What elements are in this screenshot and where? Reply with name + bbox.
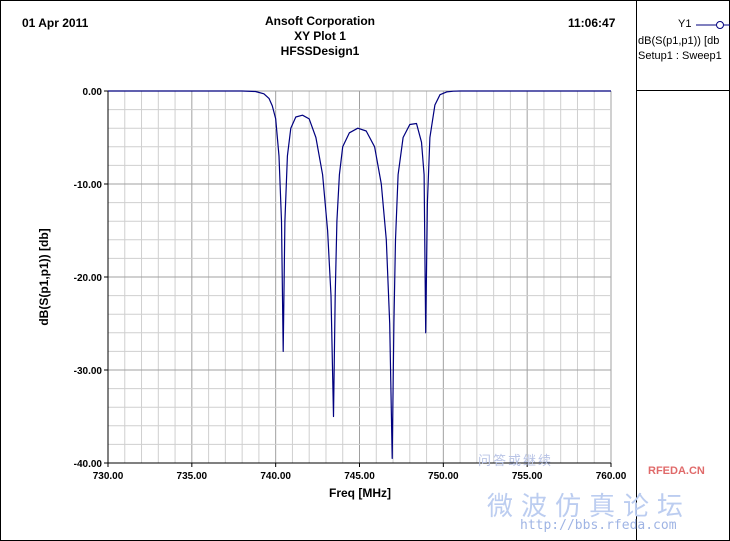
x-tick-label: 750.00 [428,471,459,482]
x-tick-label: 745.00 [344,471,375,482]
plot-title: XY Plot 1 [294,29,346,43]
design-name: HFSSDesign1 [280,44,360,58]
legend-setup-label: Setup1 : Sweep1 [638,50,722,62]
tick-labels: 730.00 735.00 740.00 745.00 750.00 755.00 760.… [74,87,627,482]
series-layer [108,90,611,459]
watermark-brand: RFEDA.CN [648,465,705,477]
x-tick-label: 730.00 [93,471,124,482]
legend-divider [636,0,637,541]
x-tick-label: 735.00 [177,471,208,482]
y-tick-label: -20.00 [74,273,103,284]
watermark-url: http://bbs.rfeda.com [520,518,677,533]
header-company: Ansoft Corporation [265,14,375,28]
header-date: 01 Apr 2011 [22,16,89,30]
y-tick-label: -30.00 [74,366,103,377]
watermark-chinese: 微波仿真论坛 [487,492,692,522]
legend-line-icon [696,21,730,29]
watermark-line: 问答或继续 [478,453,554,468]
grid-lines [107,90,612,464]
title-block: Ansoft Corporation XY Plot 1 HFSSDesign1 [220,14,420,59]
y-tick-label: -40.00 [74,459,103,470]
y-axis-label: dB(S(p1,p1)) [db] [37,228,51,325]
legend-tag: Y1 [678,18,692,30]
x-axis-label: Freq [MHz] [329,486,391,500]
series-line-s11 [108,90,611,459]
y-tick-label: -10.00 [74,180,103,191]
y-tick-label: 0.00 [83,87,103,98]
header-time: 11:06:47 [568,16,616,30]
legend-trace-label[interactable]: dB(S(p1,p1)) [db [638,35,720,47]
x-tick-label: 740.00 [260,471,291,482]
x-tick-label: 760.00 [596,471,627,482]
legend-bottom-divider [636,90,730,91]
x-tick-label: 755.00 [512,471,543,482]
